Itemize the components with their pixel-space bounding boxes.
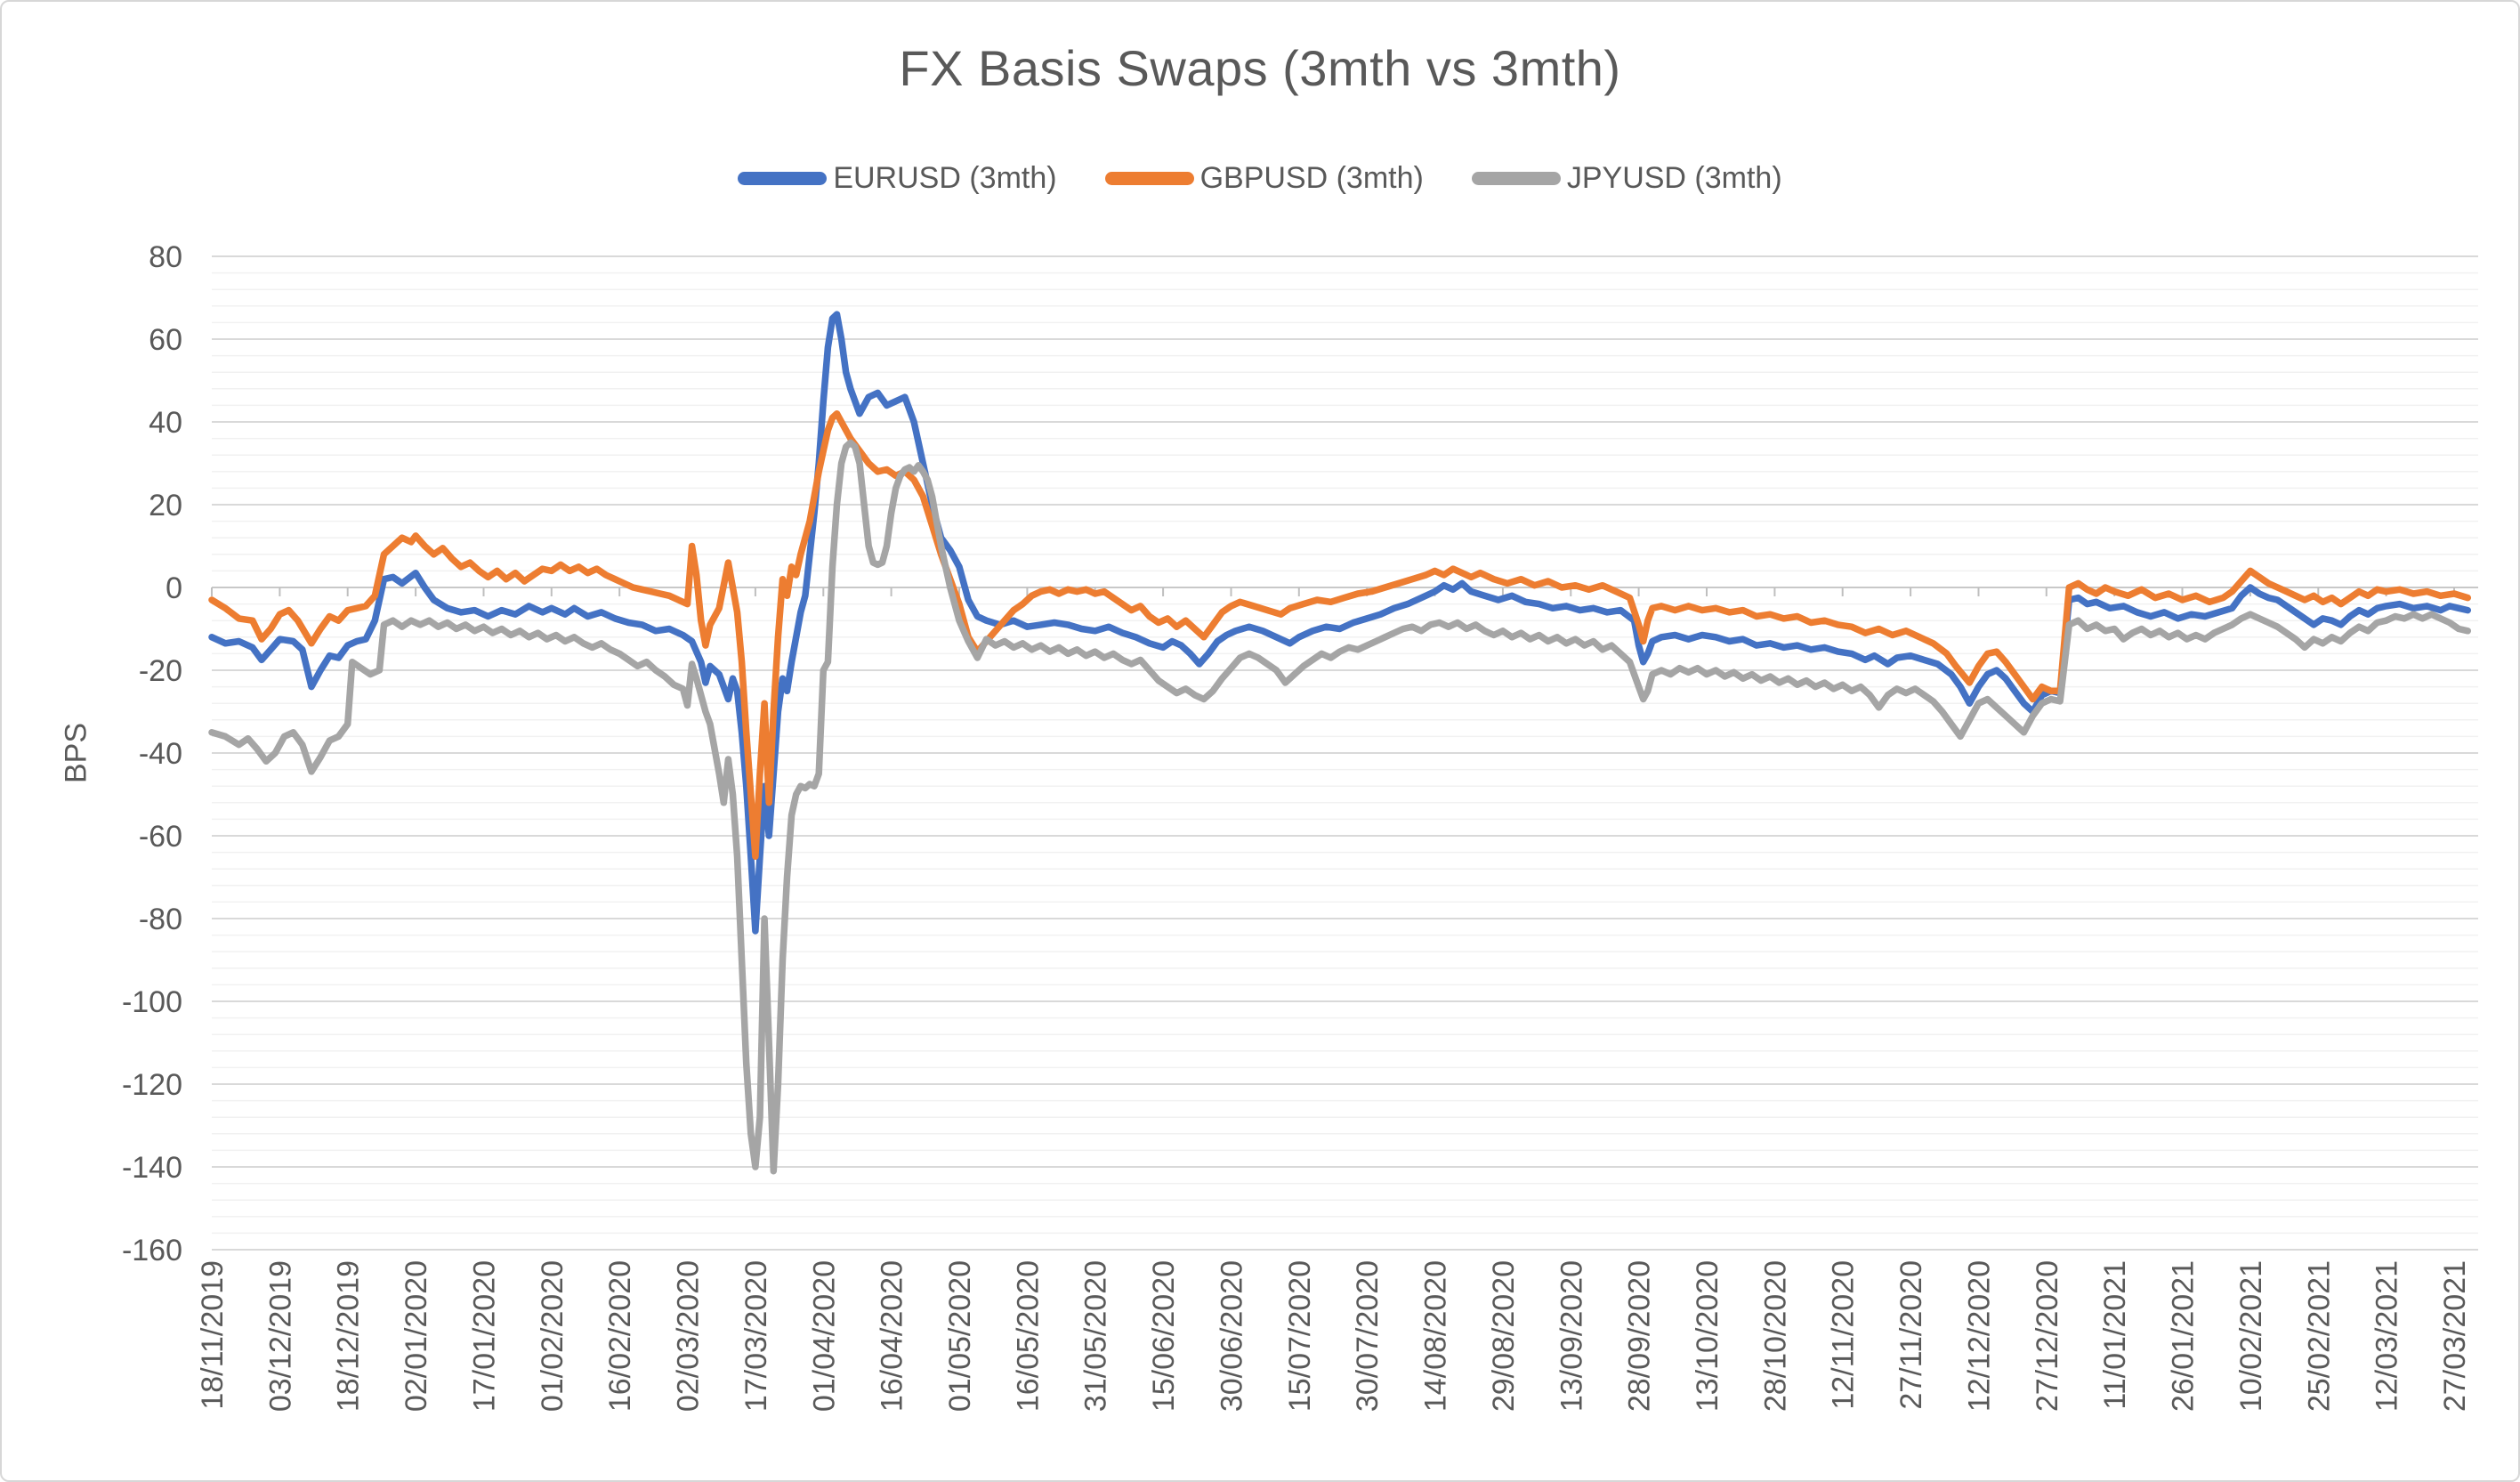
y-axis-tick-label: -20	[139, 654, 182, 688]
legend-swatch-jpyusd	[1471, 171, 1561, 185]
x-axis-tick-label: 11/01/2021	[2098, 1260, 2132, 1410]
x-axis-tick-label: 14/08/2020	[1419, 1260, 1453, 1412]
x-axis-tick-label: 15/07/2020	[1283, 1260, 1317, 1412]
series-line-gbpusd	[208, 409, 2472, 861]
x-axis-tick-label: 02/01/2020	[400, 1260, 433, 1412]
x-axis-tick-label: 12/12/2020	[1963, 1260, 1997, 1412]
x-axis-tick-label: 01/04/2020	[807, 1260, 841, 1412]
x-axis-tick-label: 01/05/2020	[943, 1260, 977, 1412]
x-axis-tick-label: 02/03/2020	[672, 1260, 706, 1412]
x-axis-tick-label: 12/11/2020	[1827, 1260, 1861, 1410]
x-axis-tick-label: 26/01/2021	[2167, 1260, 2201, 1412]
y-axis-title: BPS	[59, 722, 93, 784]
y-axis-tick-label: -40	[139, 737, 182, 771]
x-axis-tick-label: 27/03/2021	[2438, 1260, 2472, 1412]
legend-item-gbpusd: GBPUSD (3mth)	[1104, 160, 1424, 196]
y-axis-tick-label: 40	[149, 406, 182, 440]
x-axis-tick-label: 28/09/2020	[1623, 1260, 1657, 1412]
y-axis-tick-label: -120	[122, 1068, 182, 1102]
x-axis-tick-label: 18/12/2019	[332, 1260, 366, 1412]
legend: EURUSD (3mth) GBPUSD (3mth) JPYUSD (3mth…	[2, 158, 2518, 198]
y-axis-tick-label: -140	[122, 1151, 182, 1185]
x-axis-tick-label: 10/02/2021	[2234, 1260, 2268, 1412]
y-axis-tick-label: 80	[149, 240, 182, 274]
x-axis-tick-label: 15/06/2020	[1147, 1260, 1181, 1412]
x-axis-tick-label: 25/02/2021	[2302, 1260, 2336, 1412]
y-axis-tick-label: 0	[166, 571, 182, 605]
legend-swatch-gbpusd	[1104, 171, 1194, 185]
x-axis-tick-label: 27/11/2020	[1894, 1260, 1928, 1410]
legend-label-jpyusd: JPYUSD (3mth)	[1566, 160, 1782, 195]
y-axis-tick-label: -160	[122, 1234, 182, 1267]
x-axis-tick-label: 16/04/2020	[876, 1260, 909, 1412]
legend-label-eurusd: EURUSD (3mth)	[833, 160, 1057, 195]
series-line-eurusd	[208, 311, 2472, 935]
legend-item-eurusd: EURUSD (3mth)	[738, 160, 1057, 196]
x-axis-tick-label: 31/05/2020	[1079, 1260, 1113, 1412]
x-axis-tick-label: 29/08/2020	[1487, 1260, 1521, 1412]
legend-label-gbpusd: GBPUSD (3mth)	[1199, 160, 1424, 195]
y-axis-tick-label: -80	[139, 903, 182, 936]
x-axis-tick-label: 30/06/2020	[1216, 1260, 1249, 1412]
x-axis-tick-label: 03/12/2019	[263, 1260, 297, 1412]
x-axis-tick-label: 17/01/2020	[468, 1260, 502, 1412]
x-axis-tick-label: 12/03/2021	[2371, 1260, 2404, 1412]
x-axis-tick-label: 17/03/2020	[739, 1260, 773, 1412]
legend-item-jpyusd: JPYUSD (3mth)	[1471, 160, 1782, 196]
x-axis-tick-label: 13/10/2020	[1691, 1260, 1724, 1412]
chart-title: FX Basis Swaps (3mth vs 3mth)	[899, 40, 1621, 96]
legend-swatch-eurusd	[738, 171, 828, 185]
y-axis-tick-label: -60	[139, 820, 182, 854]
x-axis-tick-label: 16/02/2020	[603, 1260, 637, 1412]
y-axis-tick-label: 60	[149, 323, 182, 357]
x-axis-tick-label: 27/12/2020	[2031, 1260, 2064, 1412]
y-axis-tick-label: -100	[122, 985, 182, 1019]
x-axis-tick-label: 01/02/2020	[536, 1260, 569, 1412]
x-axis-tick-label: 18/11/2019	[196, 1260, 230, 1410]
y-axis-tick-label: 20	[149, 489, 182, 522]
x-axis-tick-label: 28/10/2020	[1758, 1260, 1792, 1412]
series-line-jpyusd	[208, 439, 2472, 1175]
x-axis-tick-label: 16/05/2020	[1011, 1260, 1045, 1412]
x-axis-tick-label: 30/07/2020	[1351, 1260, 1385, 1412]
x-axis-tick-label: 13/09/2020	[1555, 1260, 1588, 1412]
